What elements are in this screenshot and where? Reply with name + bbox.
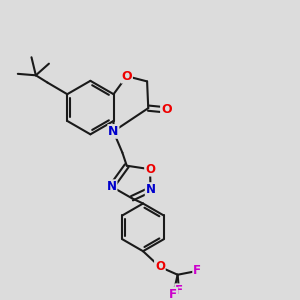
Text: O: O xyxy=(161,103,172,116)
Text: F: F xyxy=(193,265,201,278)
Text: N: N xyxy=(108,125,118,138)
Text: N: N xyxy=(146,183,156,196)
Text: O: O xyxy=(145,163,155,176)
Text: O: O xyxy=(122,70,132,83)
Text: F: F xyxy=(169,288,177,300)
Text: F: F xyxy=(175,284,183,297)
Text: N: N xyxy=(106,180,117,193)
Text: O: O xyxy=(155,260,165,273)
